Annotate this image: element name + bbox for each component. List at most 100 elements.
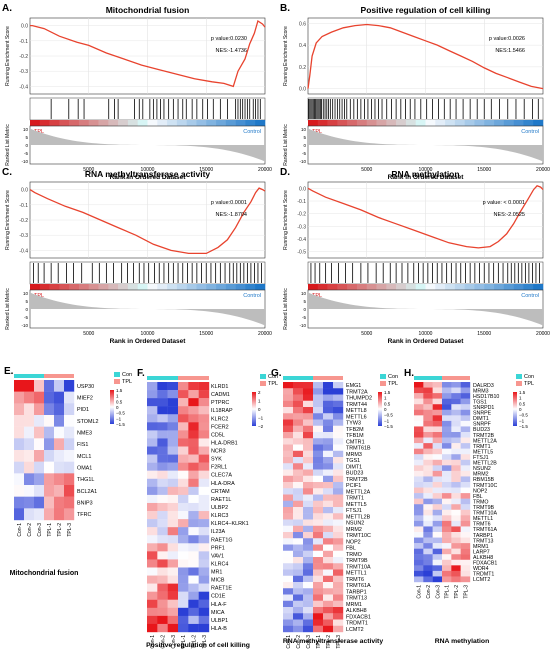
heatmap-panel-3: G. EMG1TRMT2ATHUMPD2TRMT44METTL8METTL6TYW…	[271, 368, 398, 649]
gene-label: TRMT2B	[346, 477, 368, 483]
heatmap-cell	[147, 502, 158, 512]
heatmap-cell	[167, 527, 179, 536]
gene-label: BNIP3	[77, 501, 93, 507]
heatmap-cell	[293, 507, 304, 514]
heatmap-cell	[34, 508, 45, 521]
gene-label: MRM3	[346, 452, 362, 458]
enrichment-curve	[307, 185, 544, 249]
heatmap-cell	[432, 487, 443, 494]
heatmap-cell	[147, 462, 158, 471]
gene-label: HLA-DRB1	[211, 440, 238, 446]
gene-label: FDXACB1	[473, 561, 497, 567]
legend-label-con: Con	[122, 372, 132, 378]
heatmap-cell	[293, 432, 304, 439]
heatmap-cell	[198, 478, 210, 488]
rank-color-segment	[118, 284, 129, 290]
panel-title: RNA methylation	[391, 169, 459, 179]
heatmap-cell	[157, 494, 168, 504]
heatmap-cell	[64, 508, 75, 521]
heatmap-cell	[414, 537, 424, 544]
heatmap-cell	[293, 513, 304, 520]
heatmap-cell	[188, 511, 199, 520]
nes-annotation: NES:-1.4736	[216, 48, 248, 54]
heatmap-cell	[313, 388, 324, 395]
heatmap-cell	[283, 519, 294, 526]
y-tick-label: 0.4	[299, 43, 306, 49]
heatmap-cell	[198, 502, 210, 512]
heatmap-cell	[432, 437, 443, 444]
rank-color-segment	[216, 120, 227, 126]
legend-swatch-tpl	[380, 381, 386, 386]
heatmap-cell	[167, 478, 179, 488]
heatmap-cell	[303, 569, 314, 576]
heatmap-caption: Positive regulation of cell killing	[146, 642, 250, 649]
rank-color-segment	[206, 120, 217, 126]
heatmap-cell	[64, 391, 75, 404]
metric-tick-label: 0	[303, 307, 306, 312]
heatmap-cell	[188, 599, 199, 609]
gene-label: HSD17B10	[473, 394, 499, 400]
heatmap-cell	[293, 575, 304, 583]
heatmap-cell	[333, 607, 344, 614]
heatmap-cell	[442, 426, 452, 433]
gene-label: THG1L	[77, 477, 94, 483]
rank-color-segment	[513, 120, 524, 126]
heatmap-cell	[414, 487, 424, 494]
heatmap-cell	[423, 509, 433, 516]
scale-tick-label: −0.5	[519, 413, 528, 418]
heatmap-cell	[303, 388, 314, 395]
heatmap-cell	[423, 526, 433, 533]
heatmap-cell	[303, 519, 314, 526]
heatmap-cell	[323, 457, 334, 464]
heatmap-cell	[303, 394, 314, 401]
gene-label: TRMT10A	[473, 511, 497, 517]
heatmap-cell	[451, 493, 461, 499]
heatmap-cell	[198, 438, 210, 447]
heatmap-cell	[54, 450, 65, 462]
heatmap-cell	[283, 513, 294, 520]
heatmap-cell	[293, 500, 304, 508]
gene-label: PCIF1	[346, 483, 361, 489]
rank-color-segment	[327, 284, 338, 290]
heatmap-cell	[14, 508, 25, 521]
scale-tick-label: −1.5	[384, 424, 393, 429]
heatmap-cell	[460, 559, 471, 566]
heatmap-cell	[423, 398, 433, 405]
heatmap-cell	[178, 470, 189, 479]
rank-color-segment	[235, 284, 246, 290]
heatmap-cell	[313, 488, 324, 495]
heatmap-cell	[333, 557, 344, 564]
heatmap-cell	[157, 382, 168, 391]
rank-color-segment	[454, 284, 465, 290]
gene-label: ULBP2	[211, 505, 228, 511]
heatmap-cell	[333, 413, 344, 420]
y-axis-label: Running Enrichment Score	[283, 190, 289, 250]
scale-tick-label: −0.5	[384, 413, 393, 418]
heatmap-cell	[451, 565, 461, 572]
heatmap-cell	[147, 511, 158, 520]
heatmap-cell	[313, 550, 324, 558]
heatmap-cell	[157, 502, 168, 512]
heatmap-cell	[333, 550, 344, 558]
rank-color-segment	[425, 284, 436, 290]
heatmap-cell	[460, 398, 471, 405]
heatmap-cell	[283, 619, 294, 626]
heatmap-cell	[147, 478, 158, 488]
gene-label: LCMT2	[346, 627, 364, 633]
heatmap-cell	[313, 450, 324, 458]
heatmap-cell	[147, 519, 158, 528]
heatmap-cell	[432, 398, 443, 405]
control-label: Control	[243, 129, 261, 135]
metric-tick-label: 5	[25, 299, 28, 304]
heatmap-cell	[313, 569, 324, 576]
heatmap-cell	[167, 430, 179, 439]
heatmap-cell	[313, 613, 324, 620]
rank-color-segment	[464, 284, 475, 290]
heatmap-cell	[178, 406, 189, 415]
enrichment-curve	[29, 187, 266, 255]
x-axis-label: Rank in Ordered Dataset	[110, 338, 187, 345]
panel-letter: D.	[280, 167, 290, 178]
heatmap-cell	[147, 446, 158, 455]
scale-tick-label: −2	[258, 424, 264, 429]
heatmap-cell	[283, 382, 294, 389]
